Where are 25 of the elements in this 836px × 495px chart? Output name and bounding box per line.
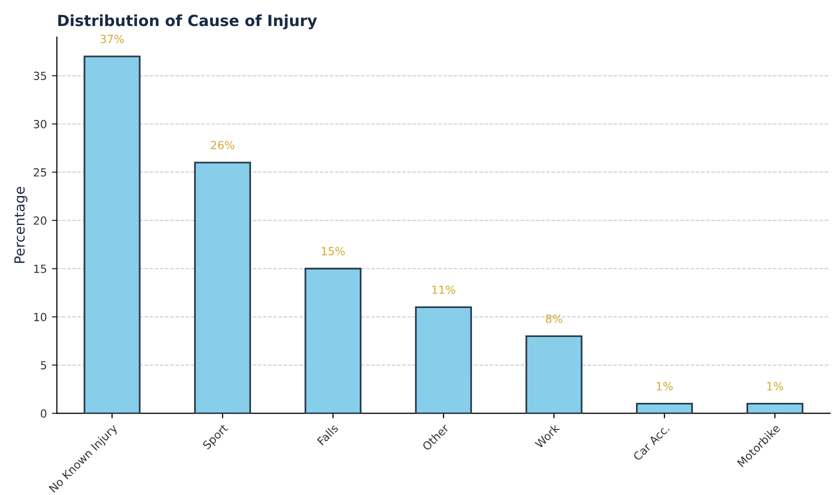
chart-title: Distribution of Cause of Injury bbox=[58, 14, 317, 30]
data-label: 1% bbox=[767, 382, 784, 390]
y-tick-label: 35 bbox=[34, 72, 46, 80]
y-tick-label: 15 bbox=[34, 264, 46, 274]
bar bbox=[636, 402, 693, 414]
y-tick-label: 10 bbox=[34, 312, 46, 322]
data-label: 11% bbox=[432, 286, 456, 294]
data-label: 26% bbox=[211, 140, 234, 150]
bar bbox=[526, 335, 582, 414]
y-tick-label: 5 bbox=[40, 361, 46, 370]
data-label: 1% bbox=[656, 382, 673, 390]
bar bbox=[194, 162, 252, 414]
y-tick-label: 30 bbox=[34, 120, 46, 128]
bar bbox=[746, 402, 804, 414]
data-label: 8% bbox=[546, 314, 562, 323]
data-label: 15% bbox=[322, 246, 345, 256]
x-tick-label: Car Acc. bbox=[632, 424, 670, 462]
y-tick-label: 0 bbox=[40, 409, 46, 418]
y-tick-label: 20 bbox=[34, 216, 46, 225]
data-label: 37% bbox=[100, 34, 124, 44]
y-tick-label: 25 bbox=[34, 168, 46, 177]
y-axis-title: Percentage bbox=[14, 186, 28, 263]
bar bbox=[304, 268, 362, 414]
bar bbox=[84, 56, 141, 414]
bar bbox=[415, 306, 472, 414]
